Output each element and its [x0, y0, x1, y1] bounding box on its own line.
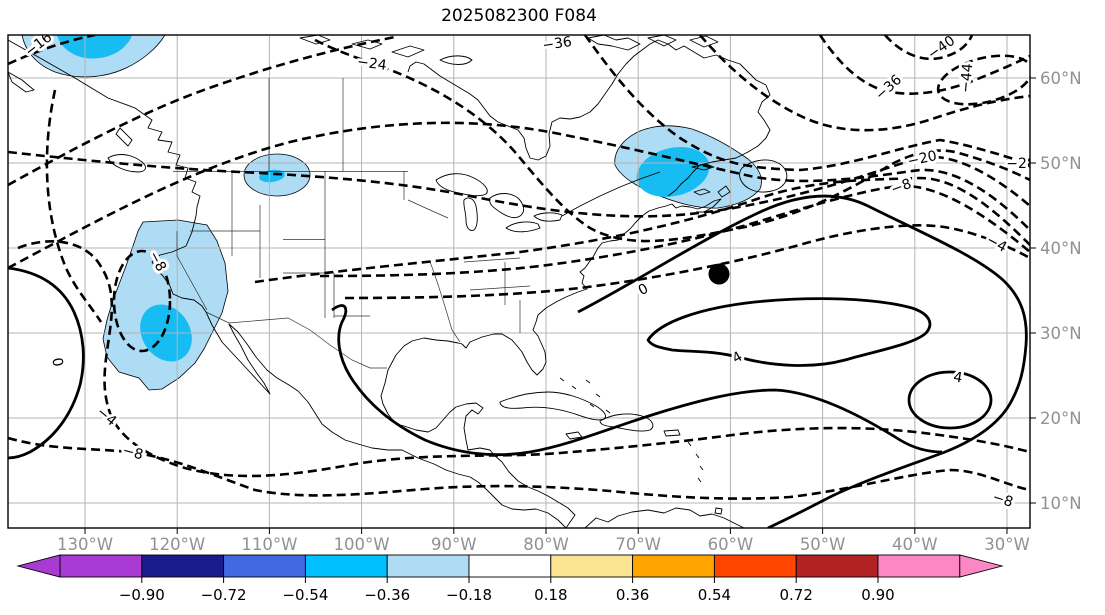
colorbar-under-arrow: [16, 554, 61, 578]
contour-label-text: 0: [48, 356, 65, 368]
lat-tick-label: 50°N: [1040, 154, 1082, 173]
coastlines: [8, 35, 788, 528]
colorbar-segment: [713, 554, 797, 578]
shaded-region-dark: [57, 35, 710, 362]
lon-tick-label: 50°W: [800, 535, 846, 554]
colorbar-tick-label: −0.54: [282, 586, 328, 604]
contour-label: −36: [869, 69, 908, 107]
state-borders: [173, 78, 531, 369]
contour-label-text: −36: [541, 34, 573, 54]
dashed-contours: [8, 35, 1030, 500]
colorbar: −0.90 −0.72 −0.54 −0.36 −0.18 0.18 0.36 0.54 0.7…: [16, 554, 1004, 604]
contour-label-text: −8: [990, 489, 1015, 511]
colorbar-segment: [468, 554, 552, 578]
lon-tick-label: 60°W: [708, 535, 754, 554]
contour-label: 4: [949, 366, 967, 389]
colorbar-segment: [795, 554, 879, 578]
colorbar-segment: [632, 554, 715, 578]
axis-labels: 130°W 120°W 110°W 100°W 90°W 80°W 70°W 60°W 50°W…: [57, 69, 1082, 554]
colorbar-tick-label: 0.54: [698, 586, 731, 604]
lon-tick-label: 110°W: [241, 535, 297, 554]
contour-label-text: −4: [984, 232, 1010, 256]
colorbar-over-arrow: [959, 554, 1004, 578]
lon-tick-label: 130°W: [57, 535, 113, 554]
contour-label: −8: [118, 440, 148, 467]
contour-label: −36: [538, 34, 576, 57]
colorbar-segment: [386, 554, 470, 578]
contour-label: −20: [903, 145, 941, 173]
lat-tick-label: 20°N: [1040, 409, 1082, 428]
lon-tick-label: 100°W: [334, 535, 390, 554]
lat-tick-label: 30°N: [1040, 324, 1082, 343]
lon-tick-label: 30°W: [984, 535, 1030, 554]
lat-tick-label: 60°N: [1040, 69, 1082, 88]
lon-tick-label: 70°W: [615, 535, 661, 554]
lon-tick-label: 40°W: [892, 535, 938, 554]
contour-label: −44: [955, 60, 980, 97]
colorbar-tick-label: 0.18: [534, 586, 567, 604]
colorbar-tick-label: −0.36: [364, 586, 410, 604]
contour-label-text: −20: [906, 148, 938, 170]
lon-tick-label: 90°W: [431, 535, 477, 554]
colorbar-tick-label: −0.72: [201, 586, 247, 604]
page-title: 2025082300 F084: [441, 6, 597, 26]
colorbar-tick-label: 0.36: [616, 586, 649, 604]
solid-contours: [8, 194, 1028, 528]
colorbar-tick-label: −0.18: [446, 586, 492, 604]
colorbar-tick-label: 0.90: [861, 586, 894, 604]
colorbar-segment: [877, 554, 961, 578]
colorbar-segment: [223, 554, 306, 578]
lat-tick-label: 10°N: [1040, 494, 1082, 513]
contour-label-text: −24: [356, 54, 388, 74]
map-frame: [7, 34, 1031, 529]
lon-tick-label: 80°W: [523, 535, 569, 554]
colorbar-segment: [304, 554, 388, 578]
point-marker: [708, 263, 730, 285]
contour-label-text: −36: [872, 72, 905, 104]
contour-label-text: −44: [958, 63, 977, 94]
contour-label: −4: [981, 229, 1013, 259]
contour-label: −24: [353, 51, 391, 77]
contour-label-text: −8: [121, 443, 145, 464]
lon-tick-label: 120°W: [149, 535, 205, 554]
contour-label-text: −28: [1006, 156, 1036, 172]
colorbar-segment: [141, 554, 225, 578]
colorbar-segment: [550, 554, 634, 578]
lat-tick-label: 40°N: [1040, 239, 1082, 258]
contour-label: 0: [45, 353, 68, 371]
contour-label-text: 4: [952, 369, 964, 386]
colorbar-tick-label: −0.90: [119, 586, 165, 604]
contour-label: −8: [987, 486, 1018, 514]
contour-label: −28: [1003, 153, 1036, 175]
colorbar-tick-label: 0.72: [779, 586, 812, 604]
colorbar-segment: [59, 554, 143, 578]
